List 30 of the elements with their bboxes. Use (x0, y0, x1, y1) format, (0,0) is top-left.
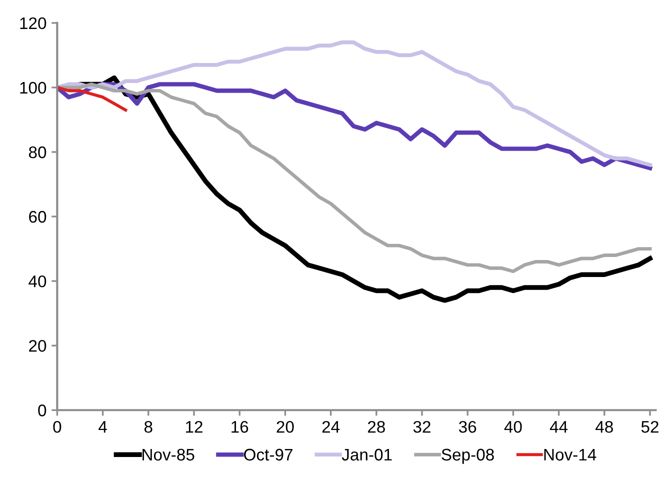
y-tick-label: 100 (20, 82, 46, 94)
legend-label: Oct-97 (244, 448, 292, 461)
legend-label: Jan-01 (342, 448, 392, 461)
legend-label: Nov-85 (142, 448, 194, 461)
x-tick-label: 32 (413, 420, 430, 433)
legend-label: Sep-08 (442, 448, 494, 464)
y-tick-label: 60 (29, 210, 46, 223)
y-tick-label: 80 (28, 146, 46, 158)
x-tick-label: 12 (186, 420, 202, 433)
x-tick-label: 36 (458, 420, 476, 433)
y-tick-label: 40 (28, 275, 46, 288)
y-tick-label: 0 (38, 404, 46, 416)
line-series (57, 86, 128, 112)
x-tick-label: 44 (550, 421, 568, 433)
y-tick-label: 20 (29, 340, 46, 352)
x-tick-label: 24 (322, 420, 340, 433)
line-series (57, 82, 652, 170)
x-tick-label: 4 (98, 421, 107, 433)
x-tick-label: 28 (368, 420, 385, 433)
x-tick-label: 52 (641, 420, 658, 433)
line-series (57, 82, 652, 274)
x-tick-label: 16 (232, 420, 248, 433)
line-series (57, 40, 652, 167)
x-tick-label: 8 (144, 420, 152, 433)
y-tick-label: 120 (20, 17, 46, 30)
x-tick-label: 40 (504, 420, 522, 433)
x-tick-label: 20 (276, 420, 294, 433)
x-tick-label: 0 (53, 420, 62, 433)
x-tick-label: 48 (596, 420, 613, 433)
legend-label: Nov-14 (544, 448, 596, 461)
